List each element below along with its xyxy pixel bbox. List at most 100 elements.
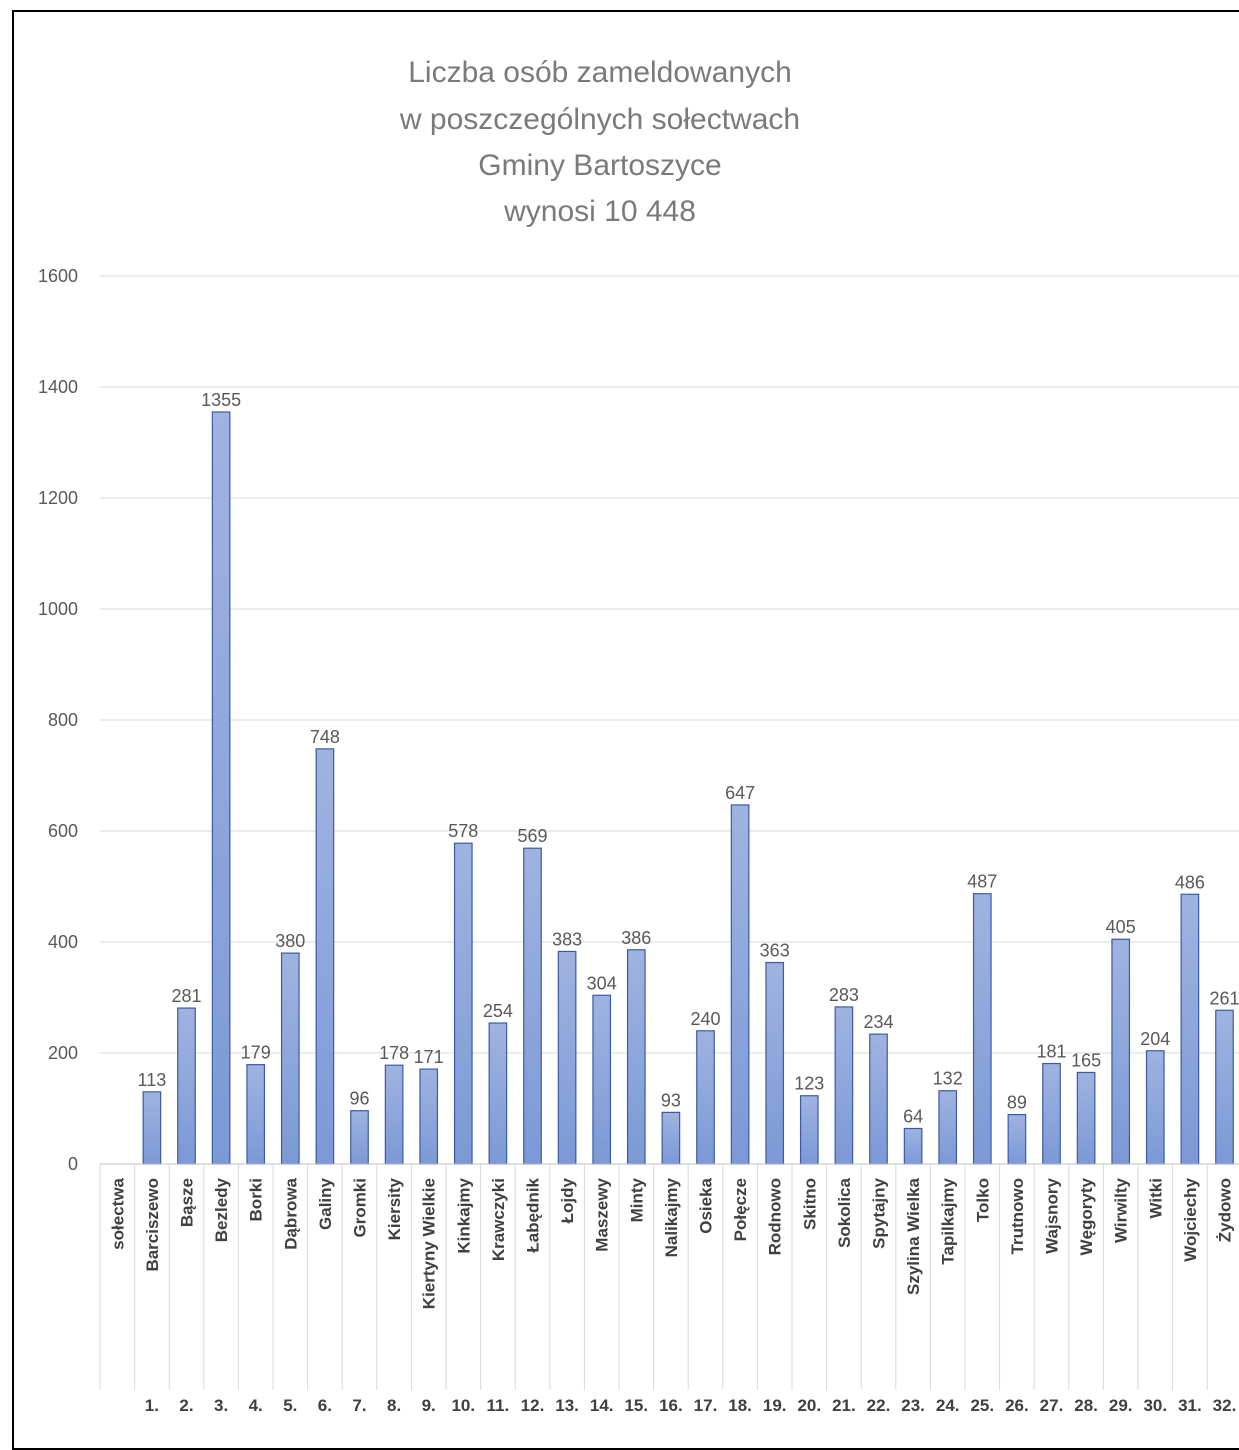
- data-label: 240: [690, 1009, 720, 1029]
- data-label: 647: [725, 783, 755, 803]
- data-label: 93: [661, 1090, 681, 1110]
- data-label: 64: [903, 1106, 923, 1126]
- category-label: Trutnowo: [1008, 1178, 1027, 1254]
- data-label: 1355: [201, 390, 241, 410]
- category-label: Galiny: [316, 1177, 335, 1230]
- data-label: 123: [794, 1074, 824, 1094]
- category-number: 18.: [728, 1396, 752, 1415]
- category-number: 19.: [763, 1396, 787, 1415]
- category-label: Krawczyki: [489, 1178, 508, 1261]
- data-label: 380: [275, 931, 305, 951]
- data-label: 405: [1106, 917, 1136, 937]
- bar: [557, 950, 577, 1165]
- category-label: Połęcze: [731, 1178, 750, 1241]
- category-label: Spytajny: [870, 1177, 889, 1248]
- y-tick-label: 600: [48, 821, 78, 841]
- bar: [938, 1090, 958, 1165]
- category-label: Wirwilty: [1112, 1177, 1131, 1243]
- category-number: 4.: [249, 1396, 263, 1415]
- bar: [869, 1033, 888, 1165]
- bar: [211, 411, 231, 1165]
- category-number: 5.: [283, 1396, 297, 1415]
- bar: [696, 1030, 715, 1165]
- category-label: Borki: [247, 1178, 266, 1221]
- bar: [384, 1064, 404, 1165]
- category-label: Kiersity: [385, 1177, 404, 1240]
- category-number: 7.: [352, 1396, 366, 1415]
- category-label: Witki: [1146, 1178, 1165, 1218]
- category-number: 16.: [659, 1396, 683, 1415]
- title-line-4: wynosi 10 448: [503, 195, 696, 228]
- category-number: 31.: [1178, 1396, 1202, 1415]
- title-line-1: Liczba osób zameldowanych: [408, 56, 792, 89]
- data-label: 171: [414, 1047, 444, 1067]
- bar: [1007, 1114, 1027, 1165]
- category-label: Nalikajmy: [662, 1177, 681, 1257]
- data-label: 578: [448, 821, 478, 841]
- category-number: 10.: [451, 1396, 475, 1415]
- category-label: Wajsnory: [1043, 1177, 1062, 1253]
- data-label: 486: [1175, 872, 1205, 892]
- bar: [350, 1110, 369, 1165]
- category-number: 30.: [1143, 1396, 1167, 1415]
- y-tick-label: 1000: [38, 599, 78, 619]
- data-label: 204: [1140, 1029, 1170, 1049]
- bar: [419, 1068, 439, 1165]
- bar: [315, 748, 335, 1165]
- data-label: 748: [310, 727, 340, 747]
- data-label: 254: [483, 1001, 513, 1021]
- bar: [799, 1095, 819, 1165]
- category-number: 32.: [1213, 1396, 1237, 1415]
- category-label: Minty: [627, 1177, 646, 1222]
- category-label: Tapilkajmy: [939, 1177, 958, 1264]
- y-tick-label: 200: [48, 1043, 78, 1063]
- bar: [142, 1091, 162, 1165]
- data-label: 281: [171, 986, 201, 1006]
- y-tick-label: 800: [48, 710, 78, 730]
- category-number: 26.: [1005, 1396, 1029, 1415]
- category-number: 27.: [1040, 1396, 1064, 1415]
- category-number: 12.: [521, 1396, 545, 1415]
- category-label: Sokolica: [835, 1177, 854, 1247]
- y-tick-label: 0: [68, 1154, 78, 1174]
- category-label: Dąbrowa: [281, 1177, 300, 1249]
- bar: [488, 1022, 508, 1165]
- bar: [592, 994, 612, 1165]
- data-label: 386: [621, 928, 651, 948]
- category-label: Rodnowo: [766, 1178, 785, 1255]
- category-label: Kiertyny Wielkie: [420, 1178, 439, 1309]
- bar: [246, 1064, 266, 1165]
- category-label: Łojdy: [558, 1177, 577, 1223]
- category-number: 1.: [145, 1396, 159, 1415]
- title-line-2: w poszczególnych sołectwach: [399, 103, 800, 136]
- category-label: Bezledy: [212, 1177, 231, 1242]
- grid-lines: [100, 275, 1239, 1054]
- data-label: 261: [1209, 988, 1239, 1008]
- category-label: Bąsze: [178, 1178, 197, 1227]
- data-label: 113: [138, 1070, 167, 1090]
- category-number: 28.: [1074, 1396, 1098, 1415]
- bar: [523, 847, 542, 1165]
- category-number: 15.: [624, 1396, 648, 1415]
- data-label: 89: [1007, 1093, 1027, 1113]
- category-label: Kinkajmy: [454, 1177, 473, 1253]
- bar: [972, 893, 992, 1165]
- bar: [903, 1127, 923, 1165]
- bar: [1076, 1071, 1096, 1165]
- category-number: 8.: [387, 1396, 401, 1415]
- category-label: Łabędnik: [524, 1177, 543, 1252]
- category-number: 9.: [422, 1396, 436, 1415]
- category-number: 24.: [936, 1396, 960, 1415]
- data-label: 96: [349, 1089, 369, 1109]
- data-label: 165: [1071, 1050, 1101, 1070]
- category-number: 2.: [179, 1396, 193, 1415]
- category-label: Barciszewo: [143, 1178, 162, 1272]
- y-tick-label: 1600: [38, 266, 78, 286]
- bar: [626, 949, 646, 1165]
- category-label: Tolko: [973, 1178, 992, 1222]
- category-label: Węgoryty: [1077, 1177, 1096, 1255]
- category-label: Szylina Wielka: [904, 1177, 923, 1295]
- category-number: 14.: [590, 1396, 614, 1415]
- bar: [280, 952, 300, 1165]
